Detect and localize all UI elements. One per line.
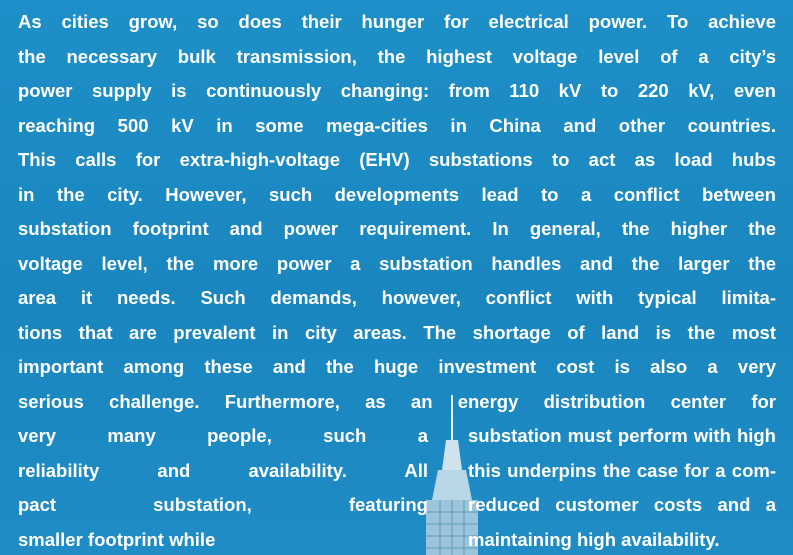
text-line: area it needs. Such demands, however, co… (18, 285, 776, 311)
text-line: very many people, such a (18, 423, 428, 449)
text-line: substation footprint and power requireme… (18, 216, 776, 242)
text-line: the necessary bulk transmission, the hig… (18, 44, 776, 70)
text-line: maintaining high availability. (468, 527, 776, 553)
text-line: reduced customer costs and a (468, 492, 776, 518)
text-line: tions that are prevalent in city areas. … (18, 320, 776, 346)
page: As cities grow, so does their hunger for… (0, 0, 793, 555)
text-line: important among these and the huge inves… (18, 354, 776, 380)
text-line: This calls for extra-high-voltage (EHV) … (18, 147, 776, 173)
text-line: this underpins the case for a com- (468, 458, 776, 484)
text-line: serious challenge. Furthermore, as an en… (18, 389, 776, 415)
text-line: smaller footprint while (18, 527, 428, 553)
text-line: power supply is continuously changing: f… (18, 78, 776, 104)
text-line: voltage level, the more power a substati… (18, 251, 776, 277)
text-line: pact substation, featuring (18, 492, 428, 518)
text-line: substation must perform with high (468, 423, 776, 449)
text-line: reaching 500 kV in some mega-cities in C… (18, 113, 776, 139)
text-line: in the city. However, such developments … (18, 182, 776, 208)
text-line: As cities grow, so does their hunger for… (18, 9, 776, 35)
text-line: reliability and availability. All (18, 458, 428, 484)
